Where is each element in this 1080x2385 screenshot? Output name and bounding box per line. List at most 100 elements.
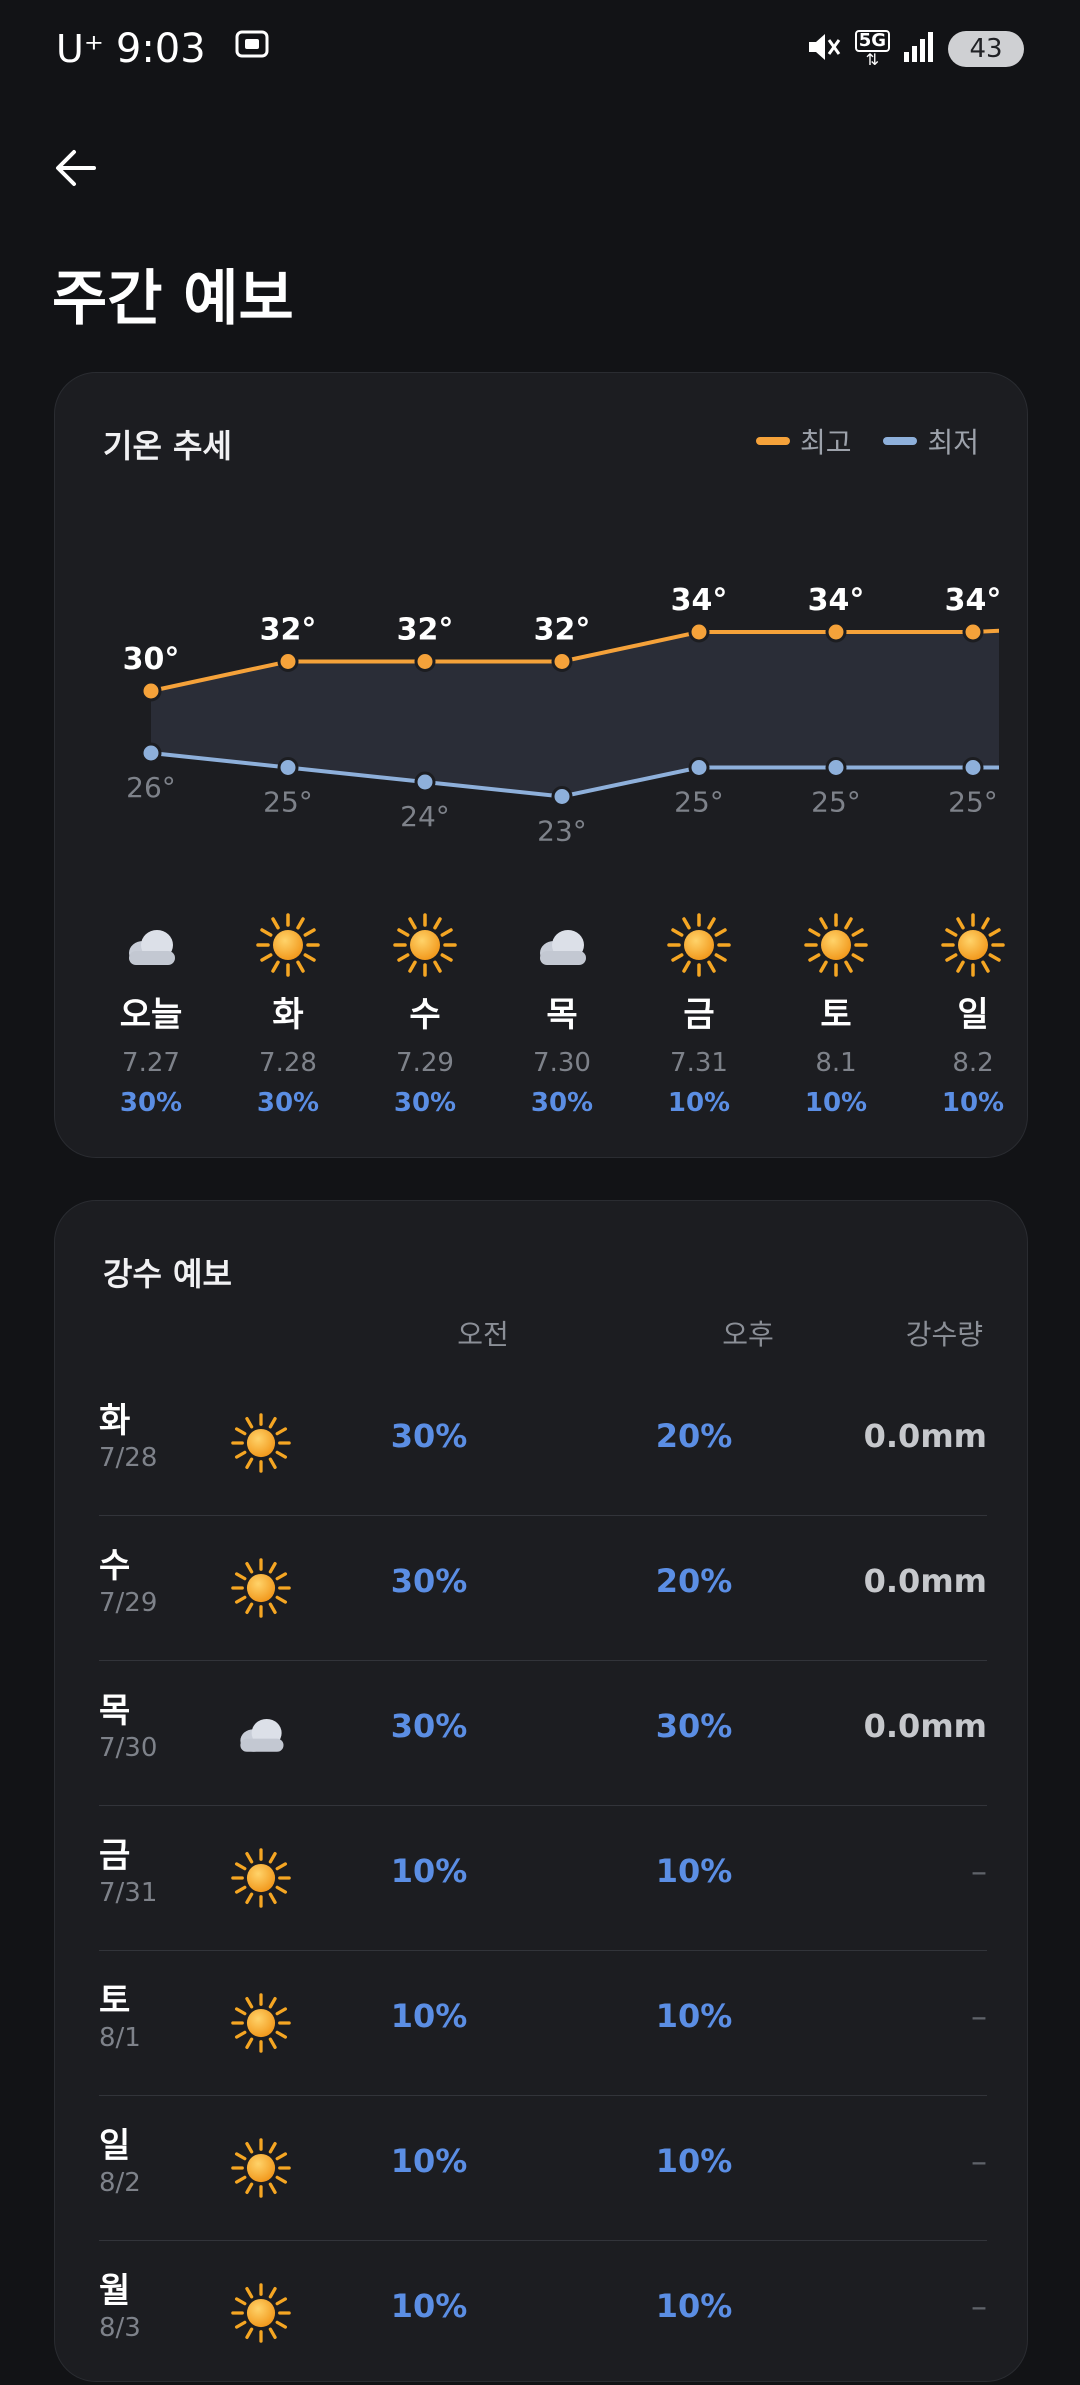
precip-row[interactable]: 월 8/3 10% 10% – <box>99 2241 987 2385</box>
precip-row[interactable]: 화 7/28 30% 20% 0.0mm <box>99 1371 987 1516</box>
high-temp-point <box>277 651 299 672</box>
sun-icon <box>231 1558 291 1618</box>
day-precip-prob: 30% <box>119 1088 183 1118</box>
row-date: 7/29 <box>99 1588 158 1618</box>
row-amount: – <box>971 2142 987 2180</box>
day-name: 일 <box>957 995 989 1035</box>
row-pm-prob: 10% <box>655 2142 733 2180</box>
day-date: 7.30 <box>533 1048 591 1078</box>
row-am-prob: 30% <box>390 1562 468 1600</box>
day-precip-prob: 10% <box>941 1088 1005 1118</box>
cloud-icon <box>530 913 594 977</box>
battery-icon: 43 <box>948 31 1024 67</box>
day-precip-prob: 30% <box>393 1088 457 1118</box>
high-temp-label: 34° <box>945 583 1002 618</box>
precipitation-card: 강수 예보 오전 오후 강수량 화 7/28 30% 20% 0.0mm 수 7/29 30%… <box>54 1200 1028 2382</box>
day-forecast-item[interactable]: 일 8.2 10% <box>913 913 1033 1118</box>
day-forecast-item[interactable]: 금 7.31 10% <box>639 913 759 1118</box>
header-pm: 오후 <box>722 1318 774 1351</box>
day-date: 7.28 <box>259 1048 317 1078</box>
status-left: U⁺ 9:03 <box>56 24 272 74</box>
legend-low-label: 최저 <box>927 426 979 459</box>
sun-icon <box>667 913 731 977</box>
row-am-prob: 10% <box>390 2142 468 2180</box>
high-temp-point <box>962 621 984 643</box>
day-precip-prob: 10% <box>804 1088 868 1118</box>
day-forecast-item[interactable]: 오늘 7.27 30% <box>105 913 211 1118</box>
arrow-left-icon <box>56 150 96 186</box>
precip-row[interactable]: 토 8/1 10% 10% – <box>99 1951 987 2096</box>
row-pm-prob: 10% <box>655 2287 733 2325</box>
row-date: 7/28 <box>99 1443 158 1473</box>
day-forecast-item[interactable]: 목 7.30 30% <box>502 913 622 1118</box>
high-temp-label: 32° <box>534 613 591 648</box>
high-temp-point <box>551 651 573 672</box>
sun-icon <box>804 913 868 977</box>
low-temp-label: 25° <box>674 786 724 819</box>
row-amount: – <box>971 1997 987 2035</box>
legend-low-swatch <box>883 437 918 445</box>
legend-high-swatch <box>755 437 790 445</box>
page-title: 주간 예보 <box>52 264 294 334</box>
chart-legend: 최고 최저 <box>755 421 979 461</box>
sun-icon <box>231 1848 291 1908</box>
sun-icon <box>231 2138 291 2198</box>
row-pm-prob: 20% <box>655 1562 733 1600</box>
low-temp-label: 23° <box>537 815 587 848</box>
row-amount: 0.0mm <box>863 1562 987 1600</box>
day-name: 금 <box>683 995 715 1035</box>
row-date: 7/30 <box>99 1733 158 1763</box>
precip-table: 화 7/28 30% 20% 0.0mm 수 7/29 30% 20% 0.0mm 목 7/30 30%… <box>99 1371 987 2385</box>
high-temp-point <box>140 680 162 702</box>
day-date: 7.27 <box>122 1048 180 1078</box>
low-temp-label: 25° <box>948 786 998 819</box>
precip-row[interactable]: 목 7/30 30% 30% 0.0mm <box>99 1661 987 1806</box>
day-name: 오늘 <box>119 995 183 1035</box>
high-temp-point <box>825 621 847 643</box>
day-name: 목 <box>546 995 578 1035</box>
row-amount: – <box>971 2287 987 2325</box>
day-forecast-item[interactable]: 화 7.28 30% <box>228 913 348 1118</box>
high-temp-label: 32° <box>260 613 317 648</box>
row-day: 수 <box>99 1546 131 1586</box>
precip-row[interactable]: 일 8/2 10% 10% – <box>99 2096 987 2241</box>
low-temp-point <box>962 757 984 778</box>
cloud-icon <box>231 1703 291 1763</box>
low-temp-label: 25° <box>263 786 313 819</box>
high-temp-point <box>688 621 710 643</box>
signal-icon <box>902 30 936 68</box>
header-am: 오전 <box>457 1318 509 1351</box>
daily-strip: 오늘 7.27 30% 화 7.28 30% 수 7.29 30% 목 7.30 30% 금 7.31 10… <box>105 913 1053 1153</box>
row-pm-prob: 30% <box>655 1707 733 1745</box>
status-bar: U⁺ 9:03 5G ⇅ 43 <box>0 0 1080 100</box>
day-name: 수 <box>409 995 441 1035</box>
status-right: 5G ⇅ 43 <box>805 28 1024 70</box>
day-date: 7.29 <box>396 1048 454 1078</box>
mute-icon <box>805 28 843 70</box>
row-am-prob: 10% <box>390 1852 468 1890</box>
header-amount: 강수량 <box>905 1318 983 1351</box>
trend-title: 기온 추세 <box>103 427 232 465</box>
day-date: 8.2 <box>952 1048 994 1078</box>
precip-row[interactable]: 금 7/31 10% 10% – <box>99 1806 987 1951</box>
row-pm-prob: 20% <box>655 1417 733 1455</box>
carrier-label: U⁺ <box>56 27 104 71</box>
row-am-prob: 30% <box>390 1707 468 1745</box>
day-forecast-item[interactable]: 토 8.1 10% <box>776 913 896 1118</box>
low-temp-point <box>551 786 573 807</box>
network-5g-icon: 5G ⇅ <box>854 30 890 68</box>
legend-high: 최고 <box>755 421 851 461</box>
day-name: 토 <box>820 995 852 1035</box>
low-temp-point <box>825 757 847 778</box>
back-button[interactable] <box>48 140 104 196</box>
day-date: 7.31 <box>670 1048 728 1078</box>
screen-capture-icon <box>232 24 272 74</box>
day-forecast-item[interactable]: 수 7.29 30% <box>365 913 485 1118</box>
sun-icon <box>256 913 320 977</box>
high-temp-label: 32° <box>397 613 454 648</box>
day-precip-prob: 30% <box>256 1088 320 1118</box>
precip-title: 강수 예보 <box>103 1255 232 1293</box>
low-temp-point <box>688 757 710 778</box>
row-date: 8/3 <box>99 2313 141 2343</box>
precip-row[interactable]: 수 7/29 30% 20% 0.0mm <box>99 1516 987 1661</box>
